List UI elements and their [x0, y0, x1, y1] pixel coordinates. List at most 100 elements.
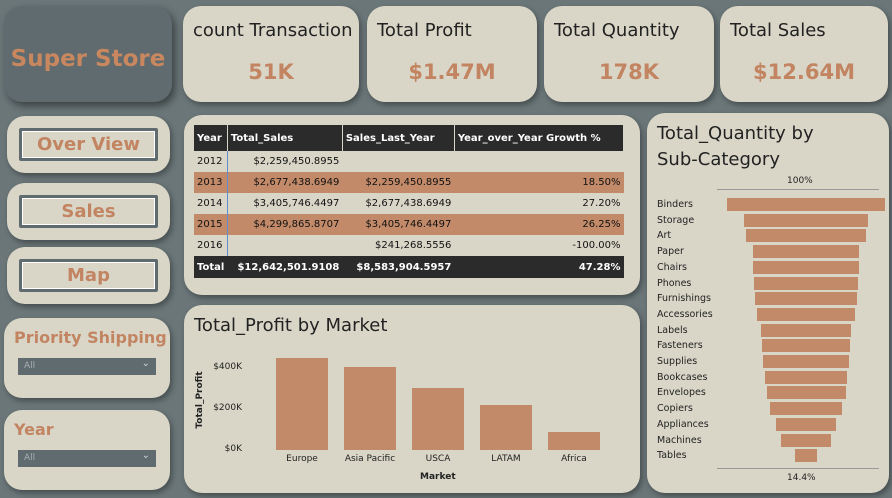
funnel-bar-fasteners[interactable] [761, 339, 851, 353]
funnel-label: Fasteners [657, 340, 703, 352]
bar-asia-pacific[interactable] [344, 367, 396, 450]
funnel-bar-appliances[interactable] [775, 417, 836, 431]
overview-button[interactable]: Over View [19, 128, 158, 161]
priority-shipping-value: All [24, 361, 36, 371]
table-cell: 27.20% [582, 198, 621, 209]
kpi-card-total-profit: Total Profit $1.47M [367, 6, 537, 102]
funnel-bar-phones[interactable] [753, 276, 859, 290]
x-tick-label: Europe [286, 454, 318, 464]
funnel-bar-storage[interactable] [743, 213, 869, 227]
bar-europe[interactable] [276, 358, 328, 450]
funnel-bar-machines[interactable] [780, 433, 832, 447]
table-cell: $2,677,438.6949 [227, 172, 343, 193]
year-filter: Year All ⌄ [4, 410, 170, 490]
column-header[interactable]: Sales_Last_Year [342, 125, 455, 151]
nav-card-map: Map [7, 247, 170, 304]
table-cell: $4,299,865.8707 [227, 214, 343, 235]
table-cell [227, 235, 342, 256]
funnel-bar-copiers[interactable] [770, 402, 842, 416]
table-row: 2014 $3,405,746.4497 $2,677,438.6949 27.… [194, 193, 624, 214]
logo-card: Super Store [4, 6, 172, 102]
table-cell: 2014 [194, 193, 228, 214]
chevron-down-icon: ⌄ [141, 450, 150, 461]
table-cell: 2016 [194, 235, 228, 256]
x-tick-label: Asia Pacific [344, 454, 396, 464]
funnel-bar-chairs[interactable] [753, 260, 859, 274]
table-cell: $2,677,438.6949 [365, 198, 452, 209]
table-row: 2015 $4,299,865.8707 $3,405,746.4497 26.… [194, 214, 624, 235]
funnel-bar-paper[interactable] [753, 245, 859, 259]
column-header[interactable]: Year_over_Year Growth % [454, 125, 625, 151]
y-tick-label: $400K [213, 362, 242, 373]
bar-africa[interactable] [548, 431, 600, 450]
column-header[interactable]: Total_Sales [227, 125, 343, 151]
funnel-bar-furnishings[interactable] [755, 292, 857, 306]
profit-by-market-card: Total_Profit by Market $0K $200K $400K Euro… [184, 305, 640, 493]
table-cell: 2013 [194, 172, 228, 193]
chart-title: Total_Profit by Market [194, 315, 388, 336]
kpi-label: Total Sales [730, 20, 826, 41]
funnel-bottom-label: 14.4% [787, 473, 816, 483]
bar-usca[interactable] [412, 387, 464, 450]
priority-shipping-select[interactable]: All ⌄ [18, 358, 156, 375]
nav-card-sales: Sales [7, 183, 170, 240]
funnel-label: Appliances [657, 418, 709, 430]
app-title: Super Store [10, 46, 166, 72]
chart-title: Total_Quantity by Sub-Category [657, 123, 814, 170]
funnel-label: Accessories [657, 308, 713, 320]
funnel-bar-art[interactable] [745, 229, 867, 243]
column-header[interactable]: Year [194, 125, 228, 151]
bar-latam[interactable] [480, 404, 532, 450]
table-cell: -100.00% [572, 240, 621, 251]
kpi-card-total-sales: Total Sales $12.64M [720, 6, 888, 102]
funnel-bar-binders[interactable] [727, 198, 885, 211]
table-cell: $3,405,746.4497 [342, 214, 455, 235]
funnel-bar-supplies[interactable] [763, 355, 849, 368]
kpi-value: $12.64M [753, 60, 855, 84]
kpi-label: Total Quantity [554, 20, 680, 41]
table-cell: $3,405,746.4497 [253, 198, 340, 209]
funnel-label: Chairs [657, 261, 687, 273]
year-label: Year [14, 420, 54, 439]
funnel-bar-bookcases[interactable] [764, 370, 848, 384]
sales-table: Year Total_Sales Sales_Last_Year Year_ov… [194, 125, 625, 278]
year-select[interactable]: All ⌄ [18, 450, 156, 467]
kpi-label: count Transaction [193, 20, 353, 41]
y-tick-label: $200K [213, 403, 242, 414]
x-tick-label: Africa [561, 454, 587, 464]
y-axis-title: Total_Profit [195, 371, 205, 429]
table-cell [342, 151, 454, 172]
sales-button[interactable]: Sales [19, 195, 158, 228]
table-cell [454, 151, 623, 172]
y-tick-label: $0K [224, 444, 242, 454]
table-cell: $241,268.5556 [374, 240, 452, 251]
table-row: 2012 $2,259,450.8955 [194, 151, 624, 172]
priority-shipping-label: Priority Shipping [14, 328, 167, 347]
funnel-label: Tables [657, 450, 687, 462]
table-row: 2016 $241,268.5556 -100.00% [194, 235, 624, 256]
table-cell: 26.25% [454, 214, 624, 235]
nav-card-overview: Over View [7, 116, 170, 173]
funnel-bar-labels[interactable] [760, 323, 852, 337]
table-cell: $2,259,450.8955 [253, 156, 340, 167]
funnel-bar-tables[interactable] [794, 449, 818, 463]
year-value: All [24, 453, 36, 463]
profit-by-market-chart: $0K $200K $400K Europe Asia Pacific USCA LATAM… [184, 305, 640, 493]
x-tick-label: USCA [425, 454, 451, 464]
table-header-row: Year Total_Sales Sales_Last_Year Year_ov… [194, 125, 625, 151]
sales-table-card: Year Total_Sales Sales_Last_Year Year_ov… [184, 115, 640, 295]
kpi-label: Total Profit [377, 20, 472, 41]
funnel-label: Labels [657, 324, 688, 336]
funnel-label: Copiers [657, 403, 693, 415]
map-button[interactable]: Map [19, 259, 158, 292]
kpi-value: 178K [598, 60, 660, 84]
funnel-divider [717, 189, 879, 190]
funnel-bar-envelopes[interactable] [766, 386, 846, 400]
table-cell: 18.50% [454, 172, 624, 193]
table-total-row: Total $12,642,501.9108 $8,583,904.5957 4… [194, 256, 624, 278]
table-cell: 2012 [194, 151, 228, 172]
table-cell: Total [194, 256, 228, 278]
kpi-card-total-quantity: Total Quantity 178K [544, 6, 714, 102]
table-row: 2013 $2,677,438.6949 $2,259,450.8955 18.… [194, 172, 624, 193]
funnel-bar-accessories[interactable] [757, 307, 855, 321]
